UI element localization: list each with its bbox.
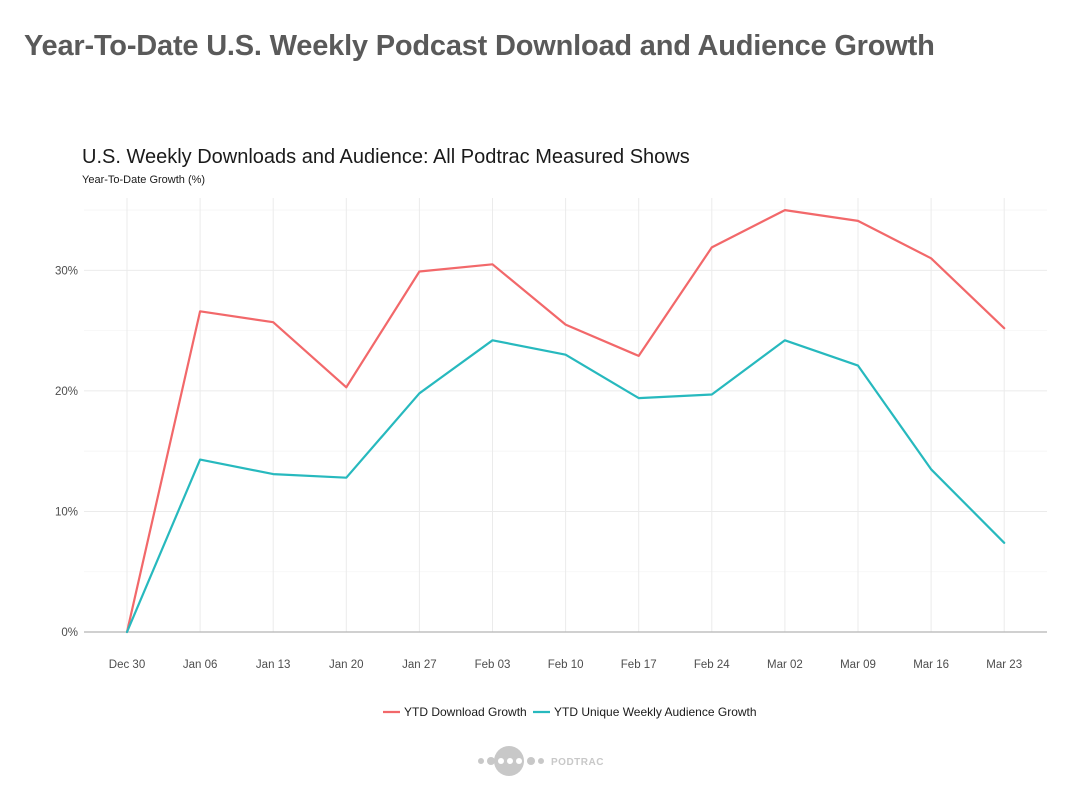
- chart-title: U.S. Weekly Downloads and Audience: All …: [82, 146, 690, 168]
- x-tick-label: Jan 06: [183, 659, 218, 671]
- download-growth-line: [125, 209, 1006, 634]
- x-tick-label: Jan 27: [402, 659, 437, 671]
- chart-legend: YTD Download Growth YTD Unique Weekly Aud…: [383, 705, 757, 719]
- audience-growth-line: [125, 339, 1006, 634]
- y-tick-label: 0%: [61, 627, 78, 639]
- logo-dot-icon: [478, 758, 484, 764]
- x-tick-label: Feb 24: [694, 659, 730, 671]
- x-tick-label: Mar 16: [913, 659, 949, 671]
- chart-series: [125, 209, 1006, 634]
- logo-inner-dot-icon: [507, 758, 513, 764]
- page-title: Year-To-Date U.S. Weekly Podcast Downloa…: [24, 30, 935, 62]
- x-tick-label: Mar 23: [986, 659, 1022, 671]
- y-tick-label: 30%: [55, 265, 78, 277]
- podtrac-logo: PODTRAC: [478, 746, 604, 776]
- logo-dot-icon: [538, 758, 544, 764]
- x-tick-label: Mar 09: [840, 659, 876, 671]
- brand-name: PODTRAC: [551, 757, 604, 768]
- y-tick-label: 10%: [55, 506, 78, 518]
- x-tick-label: Jan 13: [256, 659, 291, 671]
- x-axis: Dec 30 Jan 06 Jan 13 Jan 20 Jan 27 Feb 03 Feb …: [109, 659, 1022, 671]
- x-tick-label: Mar 02: [767, 659, 803, 671]
- legend-label-download: YTD Download Growth: [404, 705, 527, 719]
- x-tick-label: Feb 03: [475, 659, 511, 671]
- x-tick-label: Jan 20: [329, 659, 364, 671]
- x-tick-label: Dec 30: [109, 659, 145, 671]
- x-tick-label: Feb 17: [621, 659, 657, 671]
- logo-dot-icon: [527, 757, 535, 765]
- logo-inner-dot-icon: [498, 758, 504, 764]
- logo-inner-dot-icon: [516, 758, 522, 764]
- x-tick-label: Feb 10: [548, 659, 584, 671]
- chart-grid: [84, 198, 1047, 633]
- logo-dot-icon: [487, 757, 495, 765]
- chart-subtitle: Year-To-Date Growth (%): [82, 174, 205, 186]
- y-tick-label: 20%: [55, 386, 78, 398]
- legend-label-audience: YTD Unique Weekly Audience Growth: [554, 705, 757, 719]
- y-axis: 0% 10% 20% 30%: [55, 265, 78, 639]
